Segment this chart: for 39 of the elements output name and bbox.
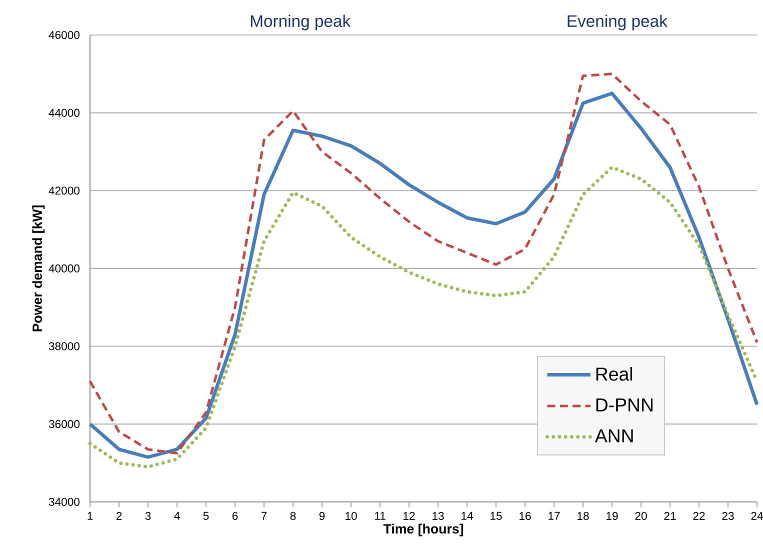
y-tick-label: 40000 bbox=[48, 264, 80, 272]
y-tick-label: 46000 bbox=[48, 31, 80, 40]
x-tick-label: 22 bbox=[693, 512, 705, 520]
y-tick-label: 34000 bbox=[48, 498, 80, 506]
x-tick-label: 17 bbox=[548, 512, 560, 520]
y-tick-label: 36000 bbox=[48, 420, 80, 428]
x-tick-label: 6 bbox=[232, 512, 238, 520]
x-tick-label: 12 bbox=[404, 512, 415, 520]
text: Morning peak bbox=[250, 14, 351, 30]
x-tick-label: 16 bbox=[520, 512, 531, 520]
x-tick-label: 9 bbox=[319, 512, 325, 520]
x-tick-label: 3 bbox=[145, 512, 151, 520]
x-tick-label: 19 bbox=[606, 512, 618, 520]
x-tick-label: 5 bbox=[203, 512, 209, 520]
text: Evening peak bbox=[568, 14, 668, 30]
x-tick-label: 13 bbox=[432, 512, 444, 520]
legend-label: ANN bbox=[594, 429, 633, 442]
x-tick-label: 23 bbox=[722, 512, 734, 520]
y-axis-title: Power demand [kW] bbox=[32, 206, 45, 332]
y-tick-label: 42000 bbox=[48, 186, 80, 195]
x-tick-label: 11 bbox=[375, 512, 386, 520]
x-tick-label: 18 bbox=[578, 512, 589, 520]
x-tick-label: 2 bbox=[116, 512, 122, 520]
x-tick-label: 21 bbox=[664, 512, 676, 520]
x-tick-label: 7 bbox=[261, 512, 267, 520]
y-tick-label: 44000 bbox=[48, 108, 80, 117]
x-tick-label: 14 bbox=[462, 512, 474, 520]
x-tick-label: 15 bbox=[490, 512, 502, 520]
legend-label: D-PNN bbox=[596, 398, 652, 412]
x-tick-label: 1 bbox=[88, 512, 93, 520]
x-tick-label: 24 bbox=[751, 512, 763, 520]
line-series bbox=[88, 166, 759, 469]
x-axis-title: Time [hours] bbox=[383, 524, 464, 536]
legend-label: Real bbox=[596, 367, 632, 381]
y-tick-label: 38000 bbox=[48, 342, 80, 350]
x-tick-label: 10 bbox=[346, 512, 357, 520]
x-tick-label: 20 bbox=[635, 512, 647, 520]
x-tick-label: 4 bbox=[174, 512, 180, 520]
x-tick-label: 8 bbox=[290, 512, 296, 520]
